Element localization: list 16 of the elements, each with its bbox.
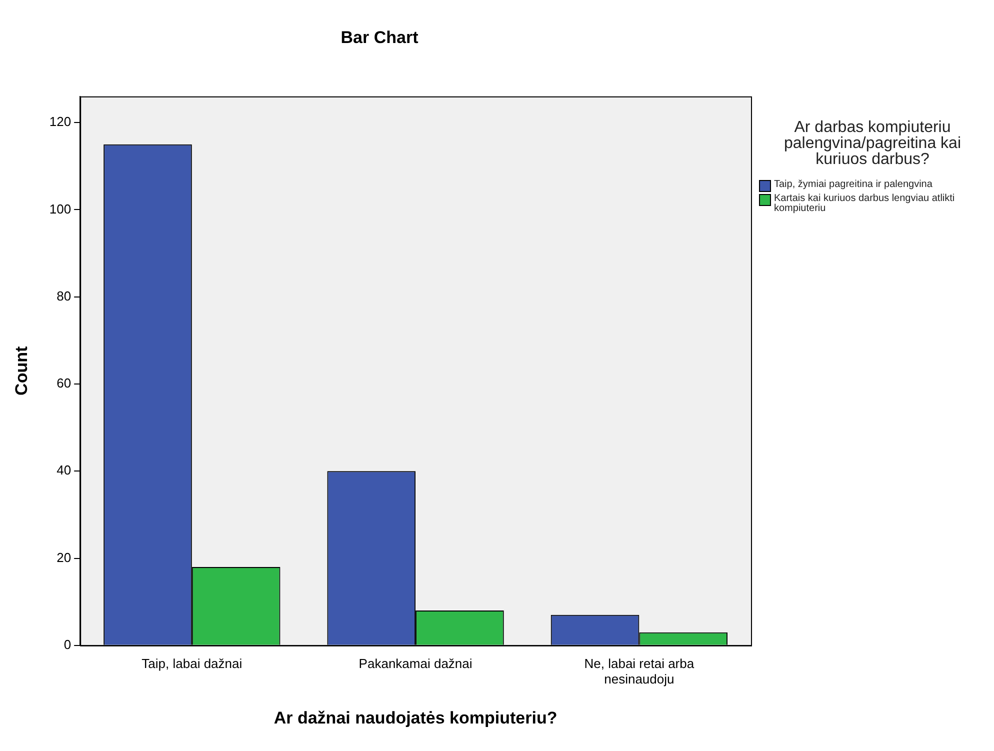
x-tick-label: Pakankamai dažnai [358, 656, 472, 671]
x-axis-title: Ar dažnai naudojatės kompiuteriu? [274, 708, 558, 728]
chart-title: Bar Chart [340, 28, 419, 47]
y-tick-label: 20 [56, 550, 72, 565]
x-tick-label: Ne, labai retai arba nesinaudoju [584, 656, 695, 686]
x-tick-label: Taip, labai dažnai [142, 656, 242, 671]
y-tick-label: 60 [56, 376, 72, 391]
legend-label: Taip, žymiai pagreitina ir palengvina [774, 179, 932, 190]
legend-label: Kartais kai kuriuos darbus lengviau atlikti kompiuteriu [774, 193, 956, 214]
y-tick-label: 80 [56, 288, 72, 304]
y-tick-label: 40 [56, 462, 72, 478]
y-tick-label: 0 [64, 636, 72, 652]
y-axis-title: Count [12, 346, 31, 396]
legend-title: Ar darbas kompiuteriu palengvina/pagreitina kai kuriuos darbus? [782, 119, 962, 168]
y-tick-label: 120 [49, 114, 72, 130]
y-tick-label: 100 [49, 201, 72, 216]
